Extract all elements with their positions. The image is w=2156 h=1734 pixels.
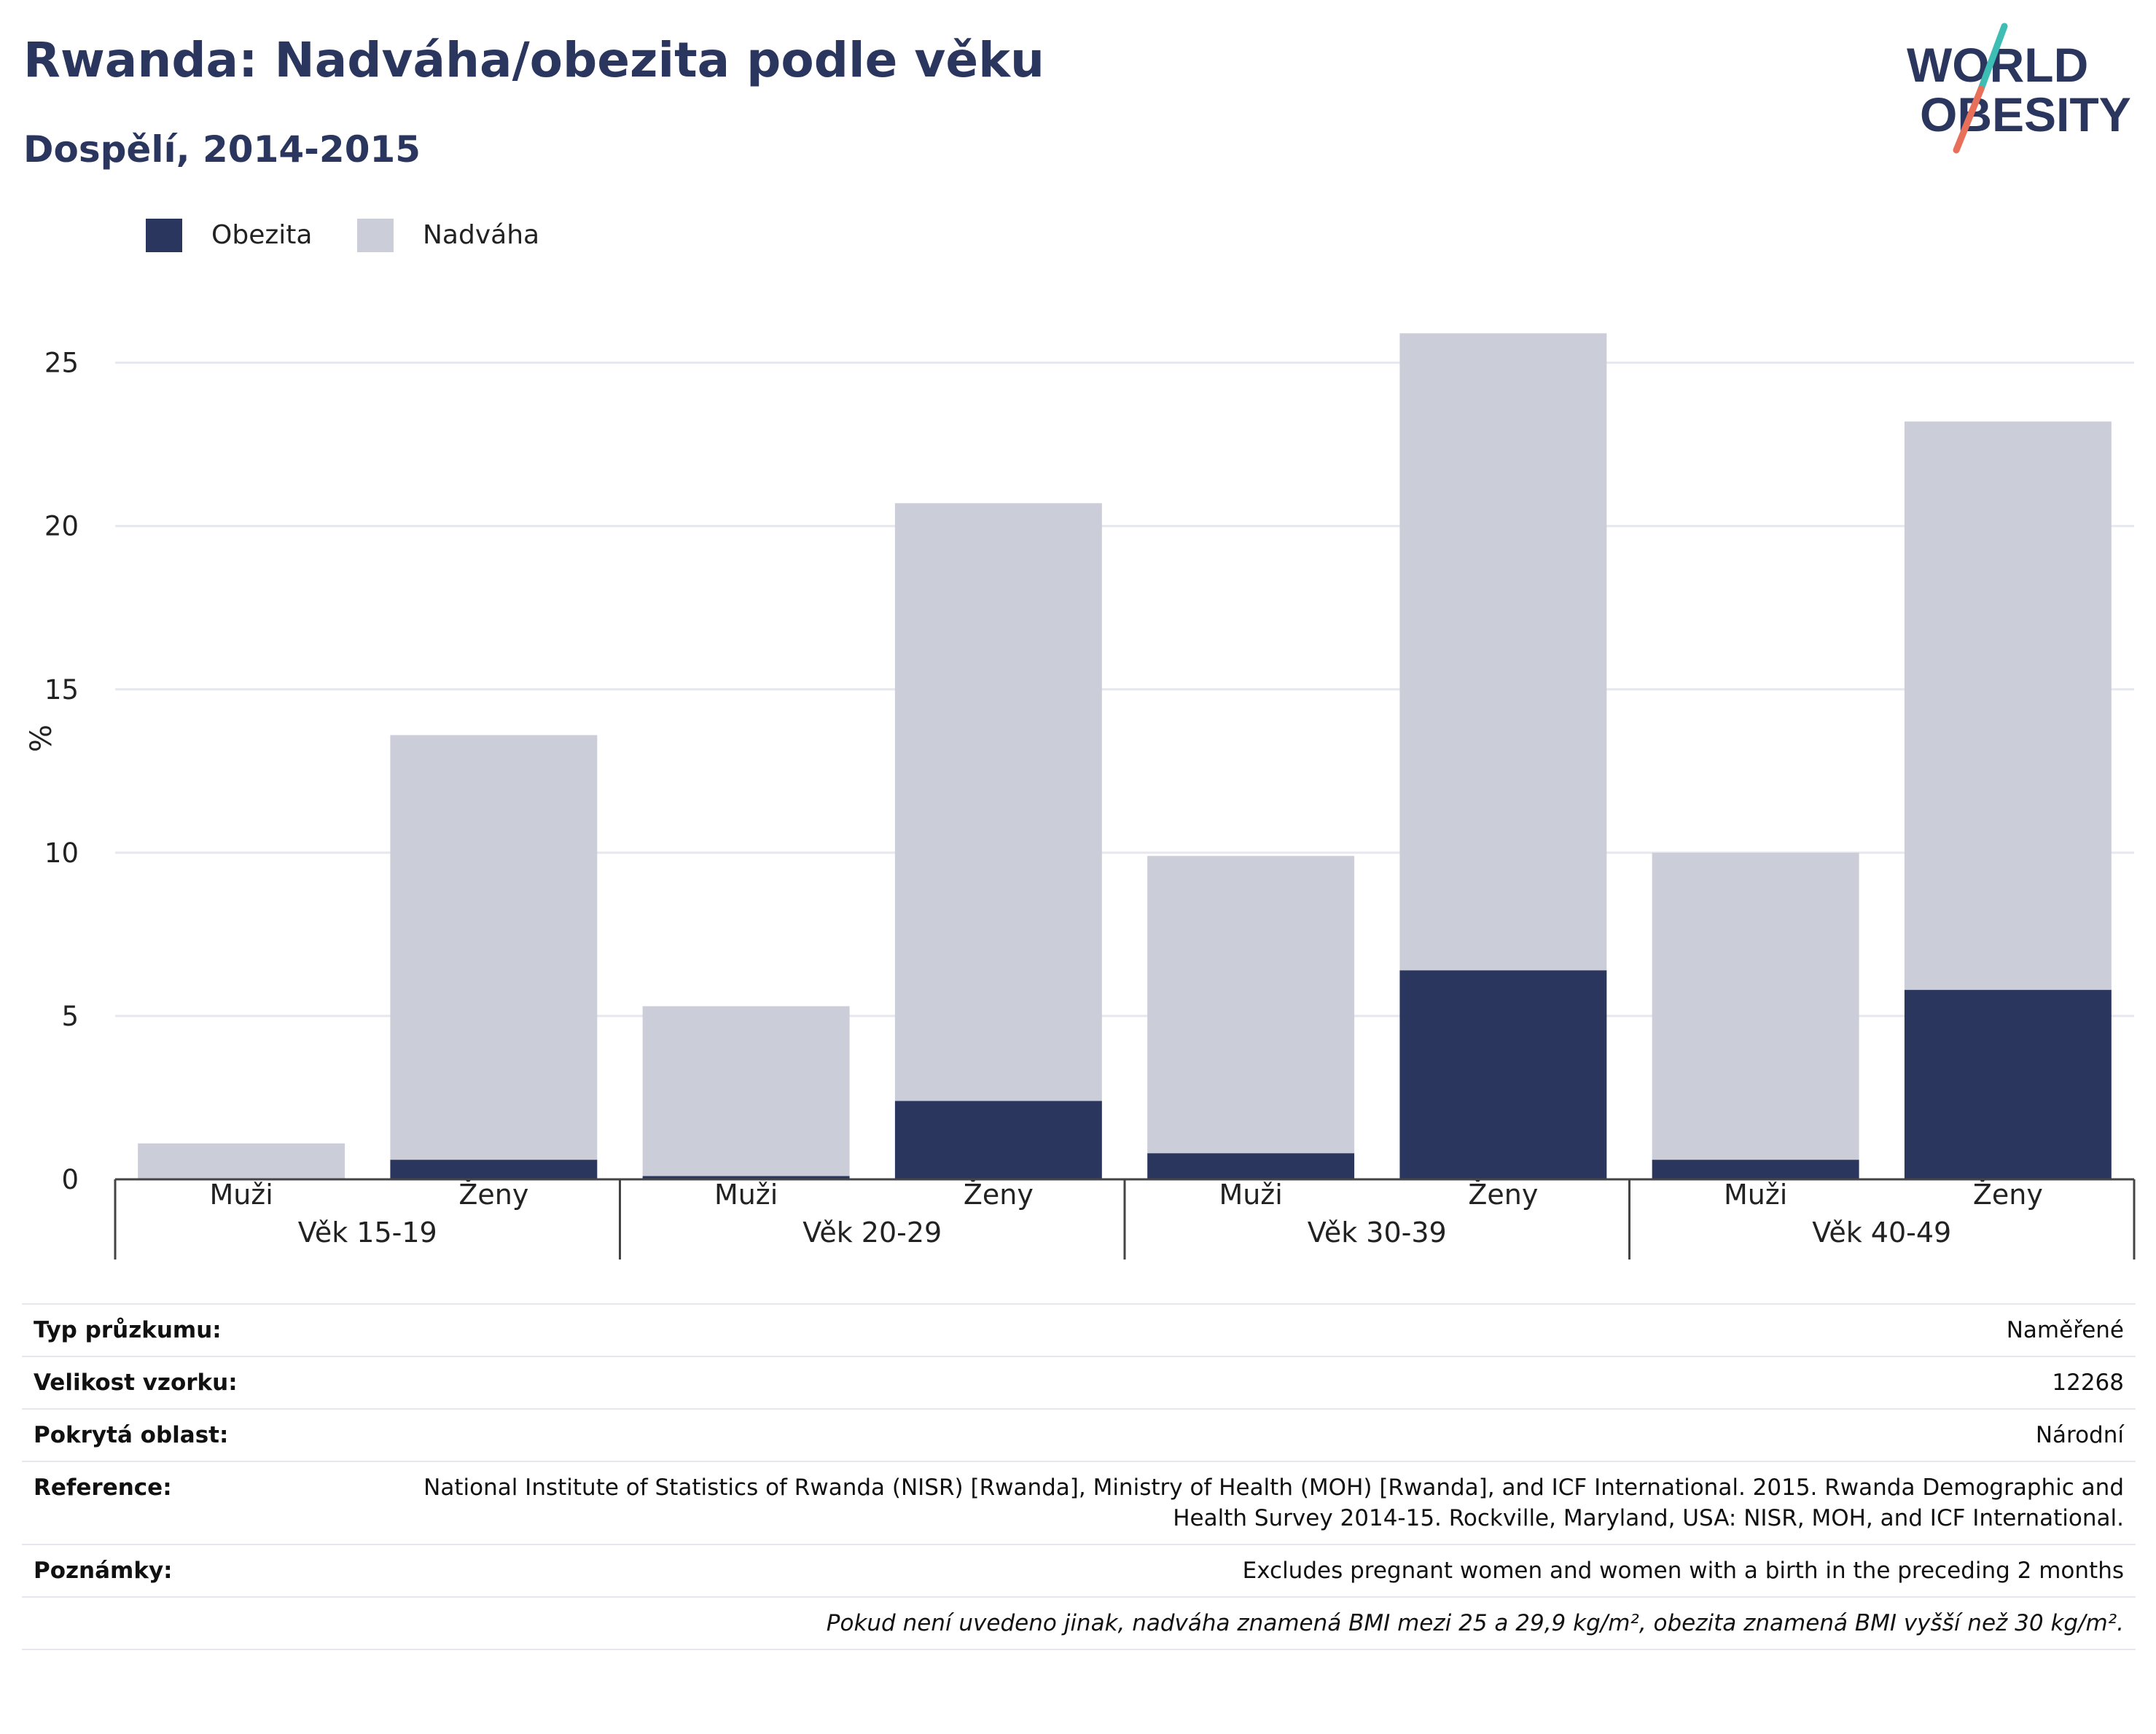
x-tick-label-5: Ženy — [1468, 1179, 1538, 1211]
info-row-reference: Reference: National Institute of Statist… — [22, 1461, 2136, 1544]
x-tick-label-6: Muži — [1724, 1179, 1787, 1211]
info-value-reference: National Institute of Statistics of Rwan… — [395, 1461, 2136, 1544]
info-key-notes: Poznámky: — [22, 1544, 395, 1597]
info-key-survey-type: Typ průzkumu: — [22, 1303, 395, 1356]
info-footnote-spacer — [22, 1596, 395, 1650]
info-row-sample-size: Velikost vzorku: 12268 — [22, 1356, 2136, 1409]
bar-nadvaha-vek-15-19-zeny — [390, 735, 598, 1160]
x-tick-label-3: Ženy — [964, 1179, 1034, 1211]
y-tick-label-20: 20 — [44, 511, 79, 542]
y-tick-label-10: 10 — [44, 837, 79, 869]
y-axis-label: % — [25, 725, 58, 752]
logo-slash-bottom — [1953, 85, 1985, 154]
bar-nadvaha-vek-20-29-muzi — [642, 1006, 850, 1176]
logo-line-2: OBESITY — [1920, 87, 2131, 141]
info-value-notes: Excludes pregnant women and women with a… — [395, 1544, 2136, 1597]
group-label-vek-15-19: Věk 15-19 — [298, 1216, 437, 1249]
bar-nadvaha-vek-15-19-muzi — [138, 1143, 345, 1179]
info-value-survey-type: Naměřené — [395, 1303, 2136, 1356]
survey-info-table: Typ průzkumu: Naměřené Velikost vzorku: … — [22, 1303, 2136, 1650]
bar-obezita-vek-30-39-zeny — [1399, 970, 1607, 1179]
info-key-sample-size: Velikost vzorku: — [22, 1356, 395, 1409]
logo-slash-top — [1977, 23, 2008, 93]
info-row-survey-type: Typ průzkumu: Naměřené — [22, 1303, 2136, 1356]
bar-obezita-vek-20-29-muzi — [642, 1176, 850, 1179]
group-label-vek-30-39: Věk 30-39 — [1308, 1216, 1447, 1249]
info-key-reference: Reference: — [22, 1461, 395, 1544]
y-tick-label-15: 15 — [44, 674, 79, 706]
bar-obezita-vek-40-49-zeny — [1904, 990, 2112, 1179]
info-row-notes: Poznámky: Excludes pregnant women and wo… — [22, 1544, 2136, 1597]
bar-nadvaha-vek-40-49-zeny — [1904, 421, 2112, 991]
x-tick-label-1: Ženy — [458, 1179, 528, 1211]
info-key-area-covered: Pokrytá oblast: — [22, 1408, 395, 1461]
chart-title: Rwanda: Nadváha/obezita podle věku — [23, 32, 1044, 88]
group-label-vek-40-49: Věk 40-49 — [1812, 1216, 1951, 1249]
x-tick-label-7: Ženy — [1973, 1179, 2043, 1211]
bar-obezita-vek-30-39-muzi — [1147, 1153, 1355, 1179]
bar-nadvaha-vek-30-39-zeny — [1399, 333, 1607, 971]
x-tick-label-4: Muži — [1219, 1179, 1282, 1211]
legend-swatch-nadvaha — [357, 219, 394, 252]
bar-obezita-vek-20-29-zeny — [894, 1101, 1102, 1179]
y-tick-label-5: 5 — [61, 1001, 79, 1032]
bar-nadvaha-vek-40-49-muzi — [1652, 852, 1859, 1160]
legend-label-nadvaha: Nadváha — [423, 220, 540, 250]
legend-swatch-obezita — [146, 219, 182, 252]
bar-obezita-vek-40-49-muzi — [1652, 1160, 1859, 1179]
y-tick-label-0: 0 — [61, 1164, 79, 1195]
bar-obezita-vek-15-19-zeny — [390, 1160, 598, 1179]
info-value-sample-size: 12268 — [395, 1356, 2136, 1409]
world-obesity-logo: WORLD OBESITY — [1907, 23, 2131, 154]
y-tick-label-25: 25 — [44, 348, 79, 379]
chart-subtitle: Dospělí, 2014-2015 — [23, 128, 421, 171]
group-label-vek-20-29: Věk 20-29 — [802, 1216, 942, 1249]
x-tick-label-0: Muži — [209, 1179, 273, 1211]
legend-label-obezita: Obezita — [211, 220, 313, 250]
bar-nadvaha-vek-20-29-zeny — [894, 503, 1102, 1101]
bar-chart: 0 5 10 15 20 25% Muži Ženy Muži Ženy Muži Ženy Muži Ž… — [25, 333, 2136, 1260]
info-row-footnote: Pokud není uvedeno jinak, nadváha znamen… — [22, 1596, 2136, 1650]
info-value-area-covered: Národní — [395, 1408, 2136, 1461]
footnote: Pokud není uvedeno jinak, nadváha znamen… — [395, 1596, 2136, 1650]
bar-nadvaha-vek-30-39-muzi — [1147, 856, 1355, 1154]
x-tick-label-2: Muži — [714, 1179, 778, 1211]
info-row-area-covered: Pokrytá oblast: Národní — [22, 1408, 2136, 1461]
